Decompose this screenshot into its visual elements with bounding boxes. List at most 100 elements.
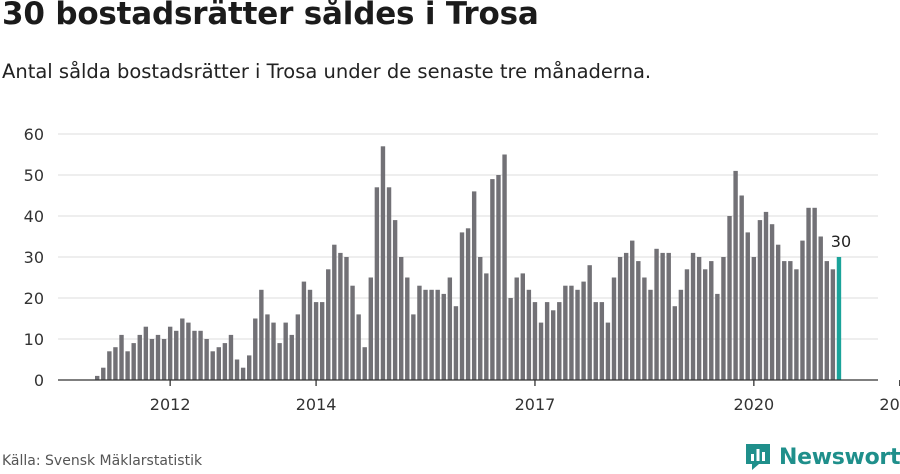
- bar: [830, 269, 836, 380]
- bar: [313, 302, 319, 380]
- bar: [386, 187, 392, 380]
- bar: [763, 211, 769, 380]
- chart-title: 30 bostadsrätter såldes i Trosa: [2, 0, 539, 32]
- y-tick-label: 10: [24, 330, 44, 349]
- bar: [551, 310, 556, 380]
- newsworthy-logo[interactable]: Newsworthy: [745, 441, 900, 473]
- y-tick-label: 20: [24, 289, 44, 308]
- bar: [654, 248, 659, 380]
- bar: [234, 359, 240, 380]
- bar: [751, 257, 757, 380]
- brand-name: Newsworthy: [779, 444, 900, 470]
- bar: [605, 322, 611, 380]
- x-tick-label: 2020: [733, 395, 774, 414]
- bar: [143, 326, 149, 380]
- bar: [113, 347, 118, 380]
- bar: [283, 322, 288, 380]
- newsworthy-chart-icon: [746, 444, 770, 470]
- bar: [611, 277, 617, 380]
- bar: [800, 240, 805, 380]
- bar: [581, 281, 586, 380]
- bar: [399, 257, 404, 380]
- bar: [368, 277, 373, 380]
- bar: [587, 265, 592, 380]
- bar: [709, 261, 714, 380]
- bar: [484, 273, 489, 380]
- bar: [350, 285, 355, 380]
- bar: [557, 302, 562, 380]
- bar: [289, 334, 294, 380]
- bar: [715, 293, 720, 380]
- bar: [161, 339, 167, 380]
- bar: [119, 334, 124, 380]
- bar: [417, 285, 422, 380]
- bar: [630, 240, 635, 380]
- bar: [806, 207, 811, 380]
- bar: [672, 306, 677, 380]
- bar: [216, 347, 221, 380]
- bar: [240, 367, 246, 380]
- bar: [319, 302, 325, 380]
- bar: [636, 261, 641, 380]
- bar: [186, 322, 191, 380]
- bar: [727, 216, 732, 380]
- bar: [690, 252, 696, 380]
- bar: [374, 187, 380, 380]
- source-note: Källa: Svensk Mäklarstatistik: [2, 453, 203, 469]
- bar: [721, 257, 726, 380]
- x-tick-label: 2017: [515, 395, 556, 414]
- bar: [623, 252, 629, 380]
- y-tick-label: 0: [34, 371, 44, 390]
- bar: [794, 269, 799, 380]
- bar: [478, 257, 483, 380]
- y-tick-label: 60: [24, 125, 44, 144]
- bar: [678, 289, 684, 380]
- bar: [332, 244, 337, 380]
- bar: [447, 277, 453, 380]
- bar: [617, 257, 623, 380]
- bar-latest: [836, 257, 842, 380]
- bar: [684, 269, 690, 380]
- bar: [496, 175, 501, 380]
- bar: [125, 351, 130, 380]
- bar: [769, 224, 775, 380]
- bar: [210, 351, 215, 380]
- bar: [666, 252, 671, 380]
- bar: [149, 339, 155, 380]
- bar: [253, 318, 258, 380]
- bar: [782, 261, 787, 380]
- x-tick-label: 2012: [150, 395, 191, 414]
- bar: [453, 306, 459, 380]
- bar: [392, 220, 398, 380]
- bar: [265, 314, 270, 380]
- bar: [180, 318, 185, 380]
- bar: [696, 257, 702, 380]
- bar: [405, 277, 410, 380]
- bar: [344, 257, 349, 380]
- bar: [155, 334, 161, 380]
- bar: [508, 298, 513, 380]
- bar: [356, 314, 361, 380]
- bar: [411, 314, 416, 380]
- bar: [575, 289, 580, 380]
- bar: [757, 220, 763, 380]
- y-tick-label: 30: [24, 248, 44, 267]
- bar: [733, 170, 738, 380]
- bar: [532, 302, 538, 380]
- bar: [818, 236, 823, 380]
- y-tick-label: 50: [24, 166, 44, 185]
- bar: [703, 269, 708, 380]
- bar: [307, 289, 313, 380]
- bar: [490, 179, 495, 380]
- bar: [812, 207, 817, 380]
- bar: [544, 302, 550, 380]
- bar: [167, 326, 173, 380]
- bar: [502, 154, 507, 380]
- bar: [271, 322, 276, 380]
- bar: [563, 285, 568, 380]
- bar: [520, 273, 525, 380]
- bar: [441, 293, 446, 380]
- bar: [465, 228, 471, 380]
- bar: [107, 351, 112, 380]
- bar: [739, 195, 744, 380]
